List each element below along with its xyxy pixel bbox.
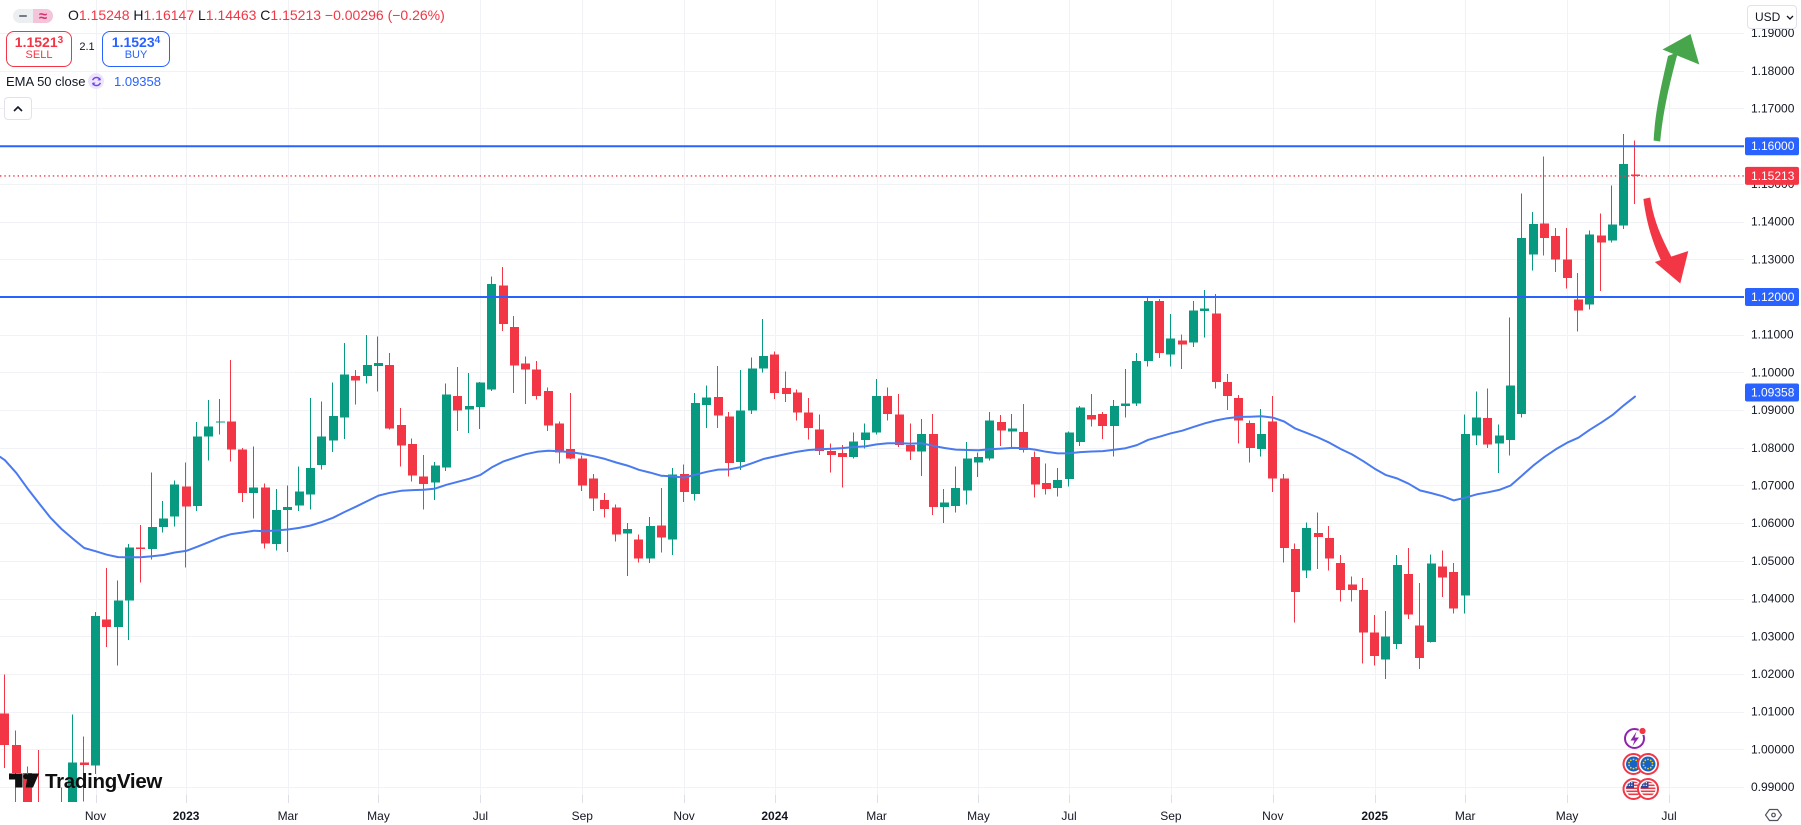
svg-text:Nov: Nov	[1262, 809, 1283, 823]
svg-text:2024: 2024	[761, 809, 788, 823]
svg-text:2025: 2025	[1361, 809, 1388, 823]
svg-text:Nov: Nov	[85, 809, 106, 823]
svg-text:1.05000: 1.05000	[1751, 554, 1795, 568]
svg-text:1.14000: 1.14000	[1751, 215, 1795, 229]
svg-text:May: May	[1556, 809, 1579, 823]
svg-text:1.18000: 1.18000	[1751, 64, 1795, 78]
svg-text:1.12000: 1.12000	[1751, 290, 1795, 304]
svg-text:Jul: Jul	[1661, 809, 1676, 823]
svg-text:Sep: Sep	[572, 809, 594, 823]
svg-text:Sep: Sep	[1160, 809, 1182, 823]
svg-text:1.10000: 1.10000	[1751, 365, 1795, 379]
svg-text:1.13000: 1.13000	[1751, 252, 1795, 266]
svg-text:0.99000: 0.99000	[1751, 780, 1795, 794]
svg-text:2023: 2023	[173, 809, 200, 823]
svg-text:1.06000: 1.06000	[1751, 516, 1795, 530]
svg-text:TradingView: TradingView	[45, 770, 162, 792]
svg-text:1.08000: 1.08000	[1751, 441, 1795, 455]
svg-text:Nov: Nov	[673, 809, 694, 823]
svg-text:Mar: Mar	[278, 809, 299, 823]
svg-text:1.00000: 1.00000	[1751, 742, 1795, 756]
svg-text:1.16000: 1.16000	[1751, 139, 1795, 153]
svg-text:Mar: Mar	[1455, 809, 1476, 823]
svg-text:1.07000: 1.07000	[1751, 479, 1795, 493]
svg-text:1.17000: 1.17000	[1751, 102, 1795, 116]
svg-text:Jul: Jul	[473, 809, 488, 823]
svg-text:Jul: Jul	[1061, 809, 1076, 823]
svg-text:1.02000: 1.02000	[1751, 667, 1795, 681]
svg-text:Mar: Mar	[866, 809, 887, 823]
svg-text:1.04000: 1.04000	[1751, 592, 1795, 606]
svg-text:1.09358: 1.09358	[1751, 386, 1795, 400]
svg-text:1.09000: 1.09000	[1751, 403, 1795, 417]
svg-text:1.15213: 1.15213	[1751, 169, 1795, 183]
svg-text:May: May	[967, 809, 990, 823]
svg-text:May: May	[367, 809, 390, 823]
svg-text:1.03000: 1.03000	[1751, 629, 1795, 643]
svg-text:1.11000: 1.11000	[1751, 328, 1794, 342]
svg-text:1.01000: 1.01000	[1751, 705, 1795, 719]
svg-text:1.19000: 1.19000	[1751, 26, 1795, 40]
